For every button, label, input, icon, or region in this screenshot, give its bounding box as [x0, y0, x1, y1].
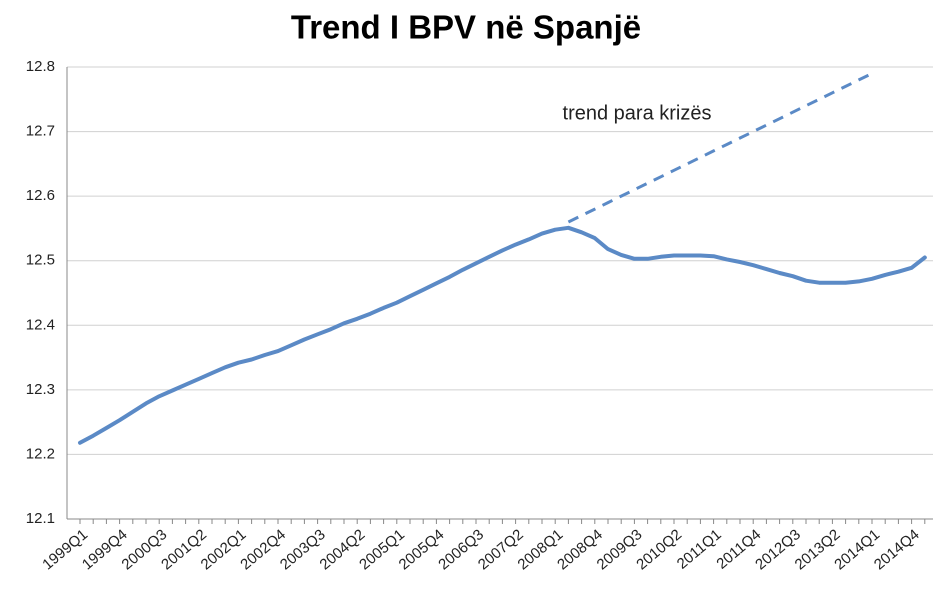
annotation: trend para krizës: [563, 102, 712, 124]
x-tick-label: 2011Q1: [674, 526, 725, 573]
y-tick-label: 12.1: [26, 510, 55, 527]
y-tick-label: 12.7: [26, 123, 55, 140]
x-tick-label: 2014Q4: [871, 526, 923, 573]
y-tick-label: 12.5: [26, 252, 55, 269]
x-tick-label: 2010Q2: [633, 526, 685, 573]
series-line: [78, 225, 927, 445]
y-tick-label: 12.8: [26, 58, 55, 75]
y-tick-label: 12.6: [26, 187, 55, 204]
chart-title: Trend I BPV në Spanjë: [291, 9, 641, 46]
series-line: [567, 72, 873, 224]
y-tick-label: 12.2: [26, 445, 55, 462]
y-tick-label: 12.4: [26, 316, 55, 333]
y-tick-label: 12.3: [26, 381, 55, 398]
